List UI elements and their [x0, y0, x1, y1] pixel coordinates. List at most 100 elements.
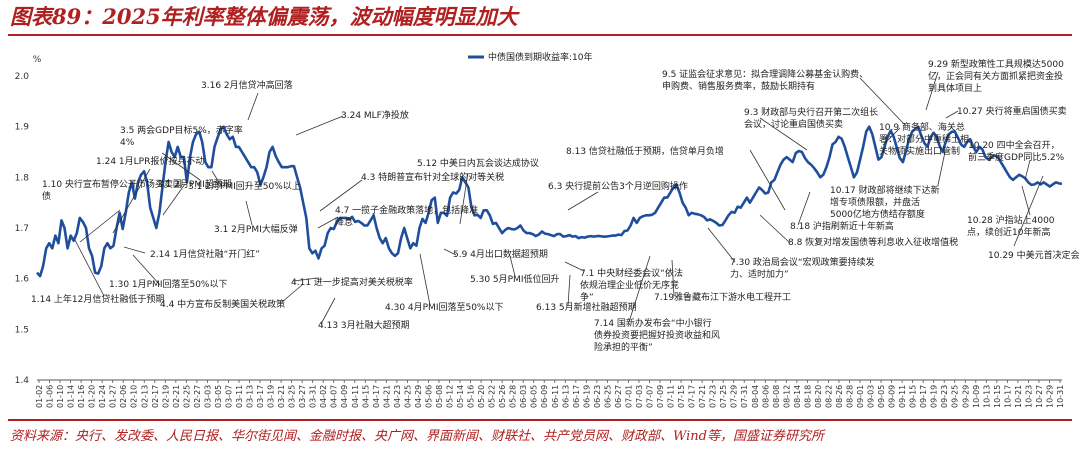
- x-tick-label: 01-06: [46, 385, 55, 408]
- event-annotation: 10.20 四中全会召开，前三季度GDP同比5.2%: [968, 139, 1065, 163]
- source-rule: [8, 419, 1072, 421]
- annotation-line: 4.30 4月PMI回落至50%以下: [385, 301, 503, 313]
- annotation-line: 3.1 2月PMI超预期: [157, 178, 232, 190]
- x-tick-label: 10-27: [1035, 385, 1044, 408]
- annotation-line: 9.3 财政部与央行召开第二次组长: [744, 106, 878, 118]
- annotation-line: 前三季度GDP同比5.2%: [968, 151, 1065, 163]
- x-tick-label: 05-16: [467, 385, 476, 408]
- annotation-leader-line: [749, 149, 786, 211]
- x-tick-label: 07-17: [688, 385, 697, 408]
- x-tick-label: 05-22: [488, 385, 497, 408]
- annotation-line: 申购费、销售服务费率，鼓励长期持有: [662, 80, 815, 92]
- event-annotation: 7.1 中央财经委会议“依法依规治理企业低价无序竞争”: [580, 267, 683, 303]
- annotation-line: 5000亿地方债结存额度: [830, 208, 925, 220]
- x-tick-label: 09-19: [930, 385, 939, 408]
- x-tick-label: 03-21: [277, 385, 286, 408]
- x-tick-label: 06-23: [593, 385, 602, 408]
- event-annotation: 4.30 4月PMI回落至50%以下: [385, 301, 503, 313]
- x-tick-label: 04-29: [414, 385, 423, 408]
- annotation-line: 8.13 信贷社融低于预期，信贷单月负增: [566, 145, 724, 157]
- x-tick-label: 01-14: [67, 385, 76, 408]
- annotation-leader-line: [161, 152, 201, 181]
- annotation-leader-line: [882, 127, 901, 146]
- x-tick-label: 02-17: [151, 385, 160, 408]
- event-annotation: 10.28 沪指站上4000 点，续创近10年新高: [967, 214, 1055, 238]
- annotation-line: 1.24 1月LPR报价按兵不动: [96, 155, 204, 167]
- annotation-line: 险承担的平衡”: [594, 341, 653, 353]
- annotation-line: 8.18 沪指刷新近十年新高: [790, 220, 894, 232]
- x-tick-label: 07-11: [667, 385, 676, 408]
- annotation-line: 4.13 3月社融大超预期: [318, 319, 410, 331]
- annotation-leader-line: [945, 110, 959, 119]
- annotation-line: 10.9 商务部、海关总: [879, 121, 965, 133]
- annotation-leader-line: [132, 254, 161, 286]
- y-tick-label: 1.4: [15, 376, 30, 386]
- y-tick-label: 1.5: [15, 325, 29, 335]
- x-tick-label: 03-05: [214, 385, 223, 408]
- annotation-leader-line: [859, 77, 906, 126]
- event-annotation: 9.5 证监会征求意见：拟合理调降公募基金认购费、申购费、销售服务费率，鼓励长期…: [662, 68, 868, 92]
- x-tick-label: 01-02: [35, 385, 44, 408]
- x-tick-label: 03-19: [267, 385, 276, 408]
- annotation-line: 点，续创近10年新高: [967, 226, 1050, 238]
- x-tick-label: 03-27: [298, 385, 307, 408]
- event-annotation: 1.10 央行宣布暂停公开市场买卖国债: [42, 178, 182, 202]
- x-tick-label: 09-29: [961, 385, 970, 408]
- legend: 中债国债到期收益率:10年: [468, 51, 593, 63]
- annotation-leader-line: [797, 191, 811, 226]
- event-annotation: 9.3 财政部与央行召开第二次组长会议，讨论重启国债买卖: [744, 106, 878, 130]
- x-tick-label: 05-14: [456, 385, 465, 408]
- annotation-line: 1.10 央行宣布暂停公开市场买卖国: [42, 178, 182, 190]
- event-annotation: 1.30 1月PMI回落至50%以下: [109, 278, 227, 290]
- annotation-line: 4%: [120, 138, 135, 148]
- x-tick-label: 10-21: [1014, 385, 1023, 408]
- x-tick-label: 10-31: [1056, 385, 1065, 408]
- x-tick-label: 06-13: [561, 385, 570, 408]
- x-tick-label: 01-24: [98, 385, 107, 408]
- annotation-line: 降息: [335, 216, 353, 228]
- x-tick-label: 03-11: [235, 385, 244, 408]
- event-annotation: 7.30 政治局会议“宏观政策要持续发力、适时加力”: [730, 256, 875, 280]
- event-annotation: 8.8 恢复对增发国债等利息收入征收增值税: [788, 236, 958, 248]
- x-tick-label: 07-23: [709, 385, 718, 408]
- annotation-line: 1.14 上年12月信贷社融低于预期: [31, 293, 164, 305]
- annotation-leader-line: [317, 216, 339, 229]
- x-tick-label: 02-21: [172, 385, 181, 408]
- x-tick-label: 02-25: [182, 385, 191, 408]
- x-tick-label: 02-27: [193, 385, 202, 408]
- annotation-line: 8.8 恢复对增发国债等利息收入征收增值税: [788, 236, 958, 248]
- y-unit-label: %: [33, 55, 42, 65]
- x-tick-label: 09-03: [867, 385, 876, 408]
- x-tick-label: 09-09: [888, 385, 897, 408]
- yield-10y-line: [36, 125, 1063, 278]
- x-tick-label: 02-19: [161, 385, 170, 408]
- event-annotation: 10.27 央行将重启国债买卖: [957, 105, 1067, 117]
- x-tick-label: 02-06: [119, 385, 128, 408]
- annotation-line: 7.19雅鲁藏布江下游水电工程开工: [654, 291, 791, 303]
- x-tick-label: 09-11: [898, 385, 907, 408]
- event-annotation: 8.13 信贷社融低于预期，信贷单月负增: [566, 145, 724, 157]
- x-tick-label: 08-22: [824, 385, 833, 408]
- annotation-line: 10.17 财政部将继续下达新: [830, 184, 940, 196]
- x-tick-label: 09-01: [856, 385, 865, 408]
- x-tick-label: 06-25: [603, 385, 612, 408]
- annotation-leader-line: [759, 214, 791, 244]
- event-annotation: 10.17 财政部将继续下达新增专项债限额，并盘活 5000亿地方债结存额度: [830, 184, 940, 220]
- event-annotation: 6.3 央行提前公告3个月逆回购操作: [548, 180, 688, 192]
- annotation-leader-line: [295, 115, 344, 136]
- event-annotation: 3.1 2月PMI超预期: [157, 178, 232, 190]
- annotation-line: 6.13 5月新增社融超预期: [536, 301, 637, 313]
- annotation-line: 3.1 2月PMI大幅反弹: [214, 223, 298, 235]
- annotation-line: 7.14 国新办发布会“中小银行: [594, 317, 712, 329]
- annotation-line: 3.5 两会GDP目标5%，赤字率: [120, 124, 243, 136]
- annotation-line: 4.4 中方宣布反制美国关税政策: [160, 298, 285, 310]
- y-tick-label: 1.7: [15, 224, 29, 234]
- annotation-leader-line: [281, 284, 303, 303]
- annotation-leader-line: [937, 151, 946, 186]
- event-annotation: 5.30 5月PMI低位回升: [470, 273, 559, 285]
- annotation-line: 5.9 4月出口数据超预期: [453, 248, 548, 260]
- annotation-line: 10.27 央行将重启国债买卖: [957, 105, 1067, 117]
- x-tick-label: 08-28: [845, 385, 854, 408]
- figure-title: 图表89：2025年利率整体偏震荡，波动幅度明显加大: [10, 4, 518, 29]
